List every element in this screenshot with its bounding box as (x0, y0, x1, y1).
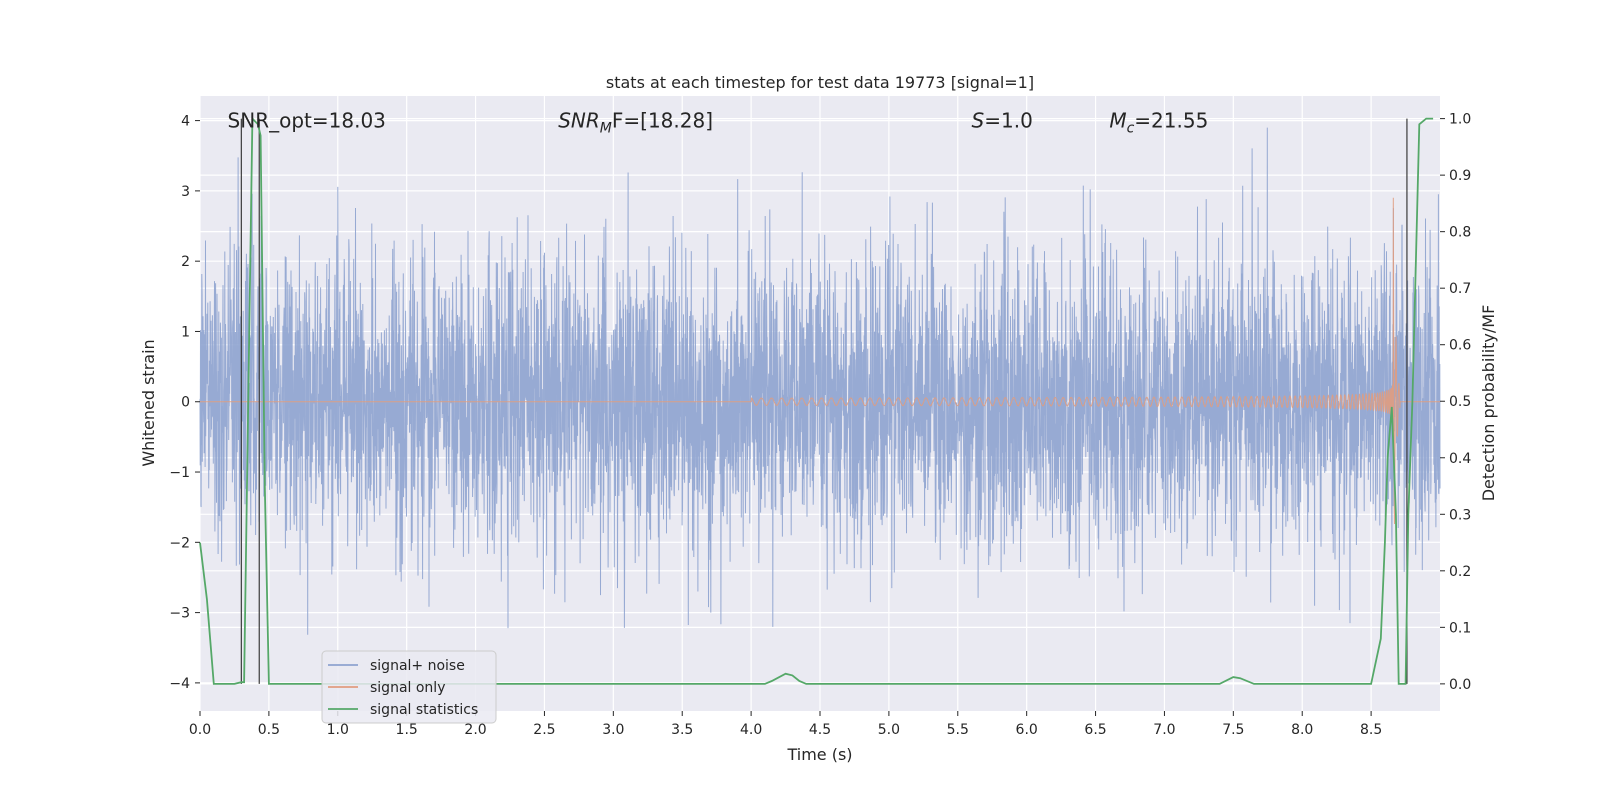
y2-tick-label: 0.1 (1449, 620, 1471, 636)
series-signal-noise (199, 127, 1441, 635)
x-tick-label: 6.0 (1016, 722, 1038, 738)
annotation: SNRMF=[18.28] (558, 109, 713, 137)
legend: signal+ noise signal only signal statistic… (321, 650, 497, 724)
x-tick-label: 4.5 (809, 722, 831, 738)
x-tick-label: 8.5 (1360, 722, 1382, 738)
x-tick-label: 2.5 (533, 722, 555, 738)
x-tick-label: 7.0 (1153, 722, 1175, 738)
y-tick-label: −4 (169, 676, 190, 692)
y-tick-label: 0 (181, 395, 190, 411)
x-tick-label: 4.0 (740, 722, 762, 738)
x-tick-label: 2.0 (464, 722, 486, 738)
legend-label: signal+ noise (370, 658, 465, 674)
y2-tick-label: 0.8 (1449, 225, 1471, 241)
series-signal-only (200, 197, 1440, 525)
y-tick-label: 1 (181, 324, 190, 340)
legend-label: signal statistics (370, 702, 478, 718)
x-tick-label: 8.0 (1291, 722, 1313, 738)
x-tick-label: 1.0 (327, 722, 349, 738)
x-tick-label: 5.5 (947, 722, 969, 738)
y2-tick-label: 0.5 (1449, 394, 1471, 410)
y-tick-label: −3 (169, 606, 190, 622)
line-signal-only (200, 197, 1440, 525)
y2-ticks: 0.0 0.1 0.2 0.3 0.4 0.5 0.6 0.7 0.8 0.9 1.0 (1440, 112, 1471, 693)
x-tick-label: 6.5 (1084, 722, 1106, 738)
y2-tick-label: 0.2 (1449, 564, 1471, 580)
x-tick-label: 3.0 (602, 722, 624, 738)
x-axis-label: Time (s) (786, 745, 852, 764)
y2-tick-label: 0.9 (1449, 168, 1471, 184)
x-tick-label: 0.5 (258, 722, 280, 738)
x-tick-label: 1.5 (396, 722, 418, 738)
x-ticks: 0.0 0.5 1.0 1.5 2.0 2.5 3.0 3.5 4.0 4.5 5.0 5.5 6.0 6… (189, 711, 1382, 738)
y2-axis-label: Detection probability/MF (1479, 305, 1498, 502)
y-tick-label: 2 (181, 254, 190, 270)
series-signal-statistics (199, 116, 1434, 685)
line-signal-noise (199, 127, 1441, 635)
annotation: S=1.0 (972, 109, 1033, 133)
y2-tick-label: 1.0 (1449, 112, 1471, 128)
x-tick-label: 7.5 (1222, 722, 1244, 738)
y2-tick-label: 0.7 (1449, 281, 1471, 297)
y-tick-label: 4 (181, 114, 190, 130)
y-axis-label: Whitened strain (139, 339, 158, 466)
legend-label: signal only (370, 680, 445, 696)
y-tick-label: −2 (169, 535, 190, 551)
y-ticks: −4 −3 −2 −1 0 1 2 3 4 (169, 114, 200, 692)
y2-tick-label: 0.4 (1449, 451, 1471, 467)
annotation: SNR_opt=18.03 (228, 109, 386, 133)
y2-tick-label: 0.6 (1449, 338, 1471, 354)
x-tick-label: 3.5 (671, 722, 693, 738)
annotations: SNR_opt=18.03 SNRMF=[18.28] S=1.0 Mc=21.55 (228, 109, 1209, 137)
x-tick-label: 0.0 (189, 722, 211, 738)
legend-box (321, 650, 497, 724)
annotation: Mc=21.55 (1109, 109, 1208, 137)
x-tick-label: 5.0 (878, 722, 900, 738)
y-tick-label: −1 (169, 465, 190, 481)
y2-tick-label: 0.0 (1449, 677, 1471, 693)
y-tick-label: 3 (181, 184, 190, 200)
y2-tick-label: 0.3 (1449, 507, 1471, 523)
plot-area (199, 96, 1441, 711)
chart-title: stats at each timestep for test data 197… (606, 73, 1034, 92)
line-signal-statistics (199, 116, 1434, 685)
